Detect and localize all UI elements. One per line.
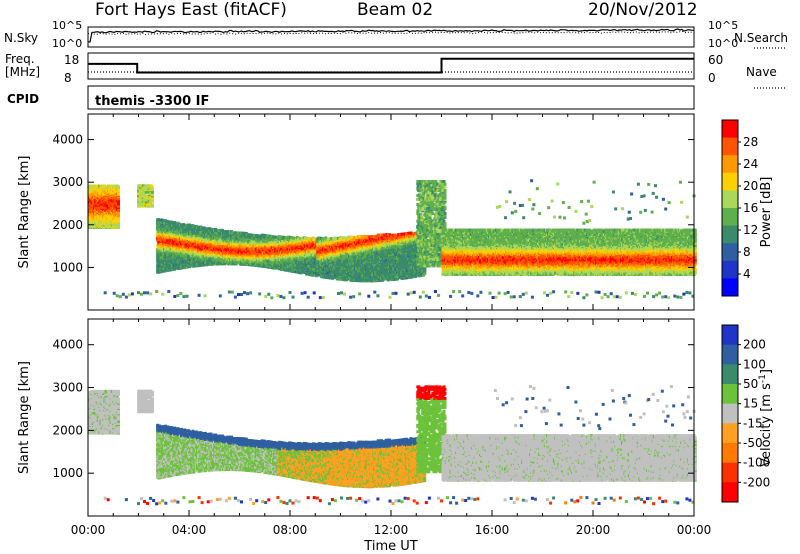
power-colorbar-swatch <box>722 173 738 191</box>
xtick-label: 00:00 <box>71 523 106 537</box>
power-colorbar-swatch <box>722 138 738 156</box>
cpid-panel-frame <box>88 86 694 109</box>
power-colorbar-swatch <box>722 226 738 244</box>
velocity-ytick-label: 3000 <box>52 381 83 395</box>
velocity-colorbar-swatch <box>722 463 738 483</box>
velocity-colorbar-swatch <box>722 345 738 365</box>
power-colorbar-swatch <box>722 120 738 138</box>
velocity-ytick-label: 2000 <box>52 423 83 437</box>
power-colorbar-swatch <box>722 208 738 226</box>
velocity-ytick-label: 1000 <box>52 466 83 480</box>
velocity-colorbar-label: Velocity [m s-1] <box>758 369 774 467</box>
power-colorbar-tick-label: 4 <box>743 267 751 281</box>
power-heatmap-cells <box>88 179 697 299</box>
velocity-colorbar-swatch <box>722 423 738 443</box>
power-ytick-label: 1000 <box>52 260 83 274</box>
power-colorbar-tick-label: 28 <box>743 135 758 149</box>
velocity-colorbar-tick-label: 15 <box>743 397 758 411</box>
power-colorbar-swatch <box>722 278 738 296</box>
power-ytick-label: 3000 <box>52 175 83 189</box>
velocity-colorbar-swatch <box>722 482 738 502</box>
radar-summary-plot: Fort Hays East (fitACF) Beam 02 20/Nov/2… <box>0 0 800 554</box>
velocity-colorbar-swatch <box>722 404 738 424</box>
velocity-colorbar-swatch <box>722 384 738 404</box>
xtick-label: 20:00 <box>576 523 611 537</box>
velocity-colorbar-tick-label: -200 <box>743 475 770 489</box>
velocity-ylabel: Slant Range [km] <box>17 361 32 474</box>
velocity-ytick-label: 4000 <box>52 338 83 352</box>
xtick-label: 00:00 <box>677 523 712 537</box>
xtick-label: 16:00 <box>475 523 510 537</box>
velocity-heatmap-cells <box>88 385 697 505</box>
power-ytick-label: 2000 <box>52 218 83 232</box>
power-colorbar-tick-label: 16 <box>743 201 758 215</box>
velocity-colorbar-swatch <box>722 325 738 345</box>
velocity-colorbar-swatch <box>722 443 738 463</box>
freq-panel-frame <box>88 53 694 79</box>
power-ytick-label: 4000 <box>52 133 83 147</box>
nsky-trace <box>88 29 694 42</box>
velocity-colorbar-tick-label: 50 <box>743 377 758 391</box>
xtick-label: 12:00 <box>374 523 409 537</box>
xtick-label: 04:00 <box>172 523 207 537</box>
power-colorbar-tick-label: 24 <box>743 157 758 171</box>
power-colorbar-swatch <box>722 261 738 279</box>
power-ylabel: Slant Range [km] <box>17 156 32 269</box>
power-colorbar-label: Power [dB] <box>759 177 774 248</box>
power-colorbar-tick-label: 8 <box>743 245 751 259</box>
freq-trace <box>88 59 694 73</box>
xtick-label: 08:00 <box>273 523 308 537</box>
xlabel: Time UT <box>363 539 417 554</box>
power-colorbar-tick-label: 12 <box>743 223 758 237</box>
velocity-colorbar-tick-label: 200 <box>743 338 766 352</box>
power-colorbar-swatch <box>722 155 738 173</box>
power-colorbar-tick-label: 20 <box>743 179 758 193</box>
velocity-colorbar-swatch <box>722 364 738 384</box>
power-colorbar-swatch <box>722 243 738 261</box>
plot-canvas: 1000 2000 3000 4000 Slant Range [km] 28 24 20 16… <box>0 0 800 554</box>
power-colorbar-swatch <box>722 190 738 208</box>
